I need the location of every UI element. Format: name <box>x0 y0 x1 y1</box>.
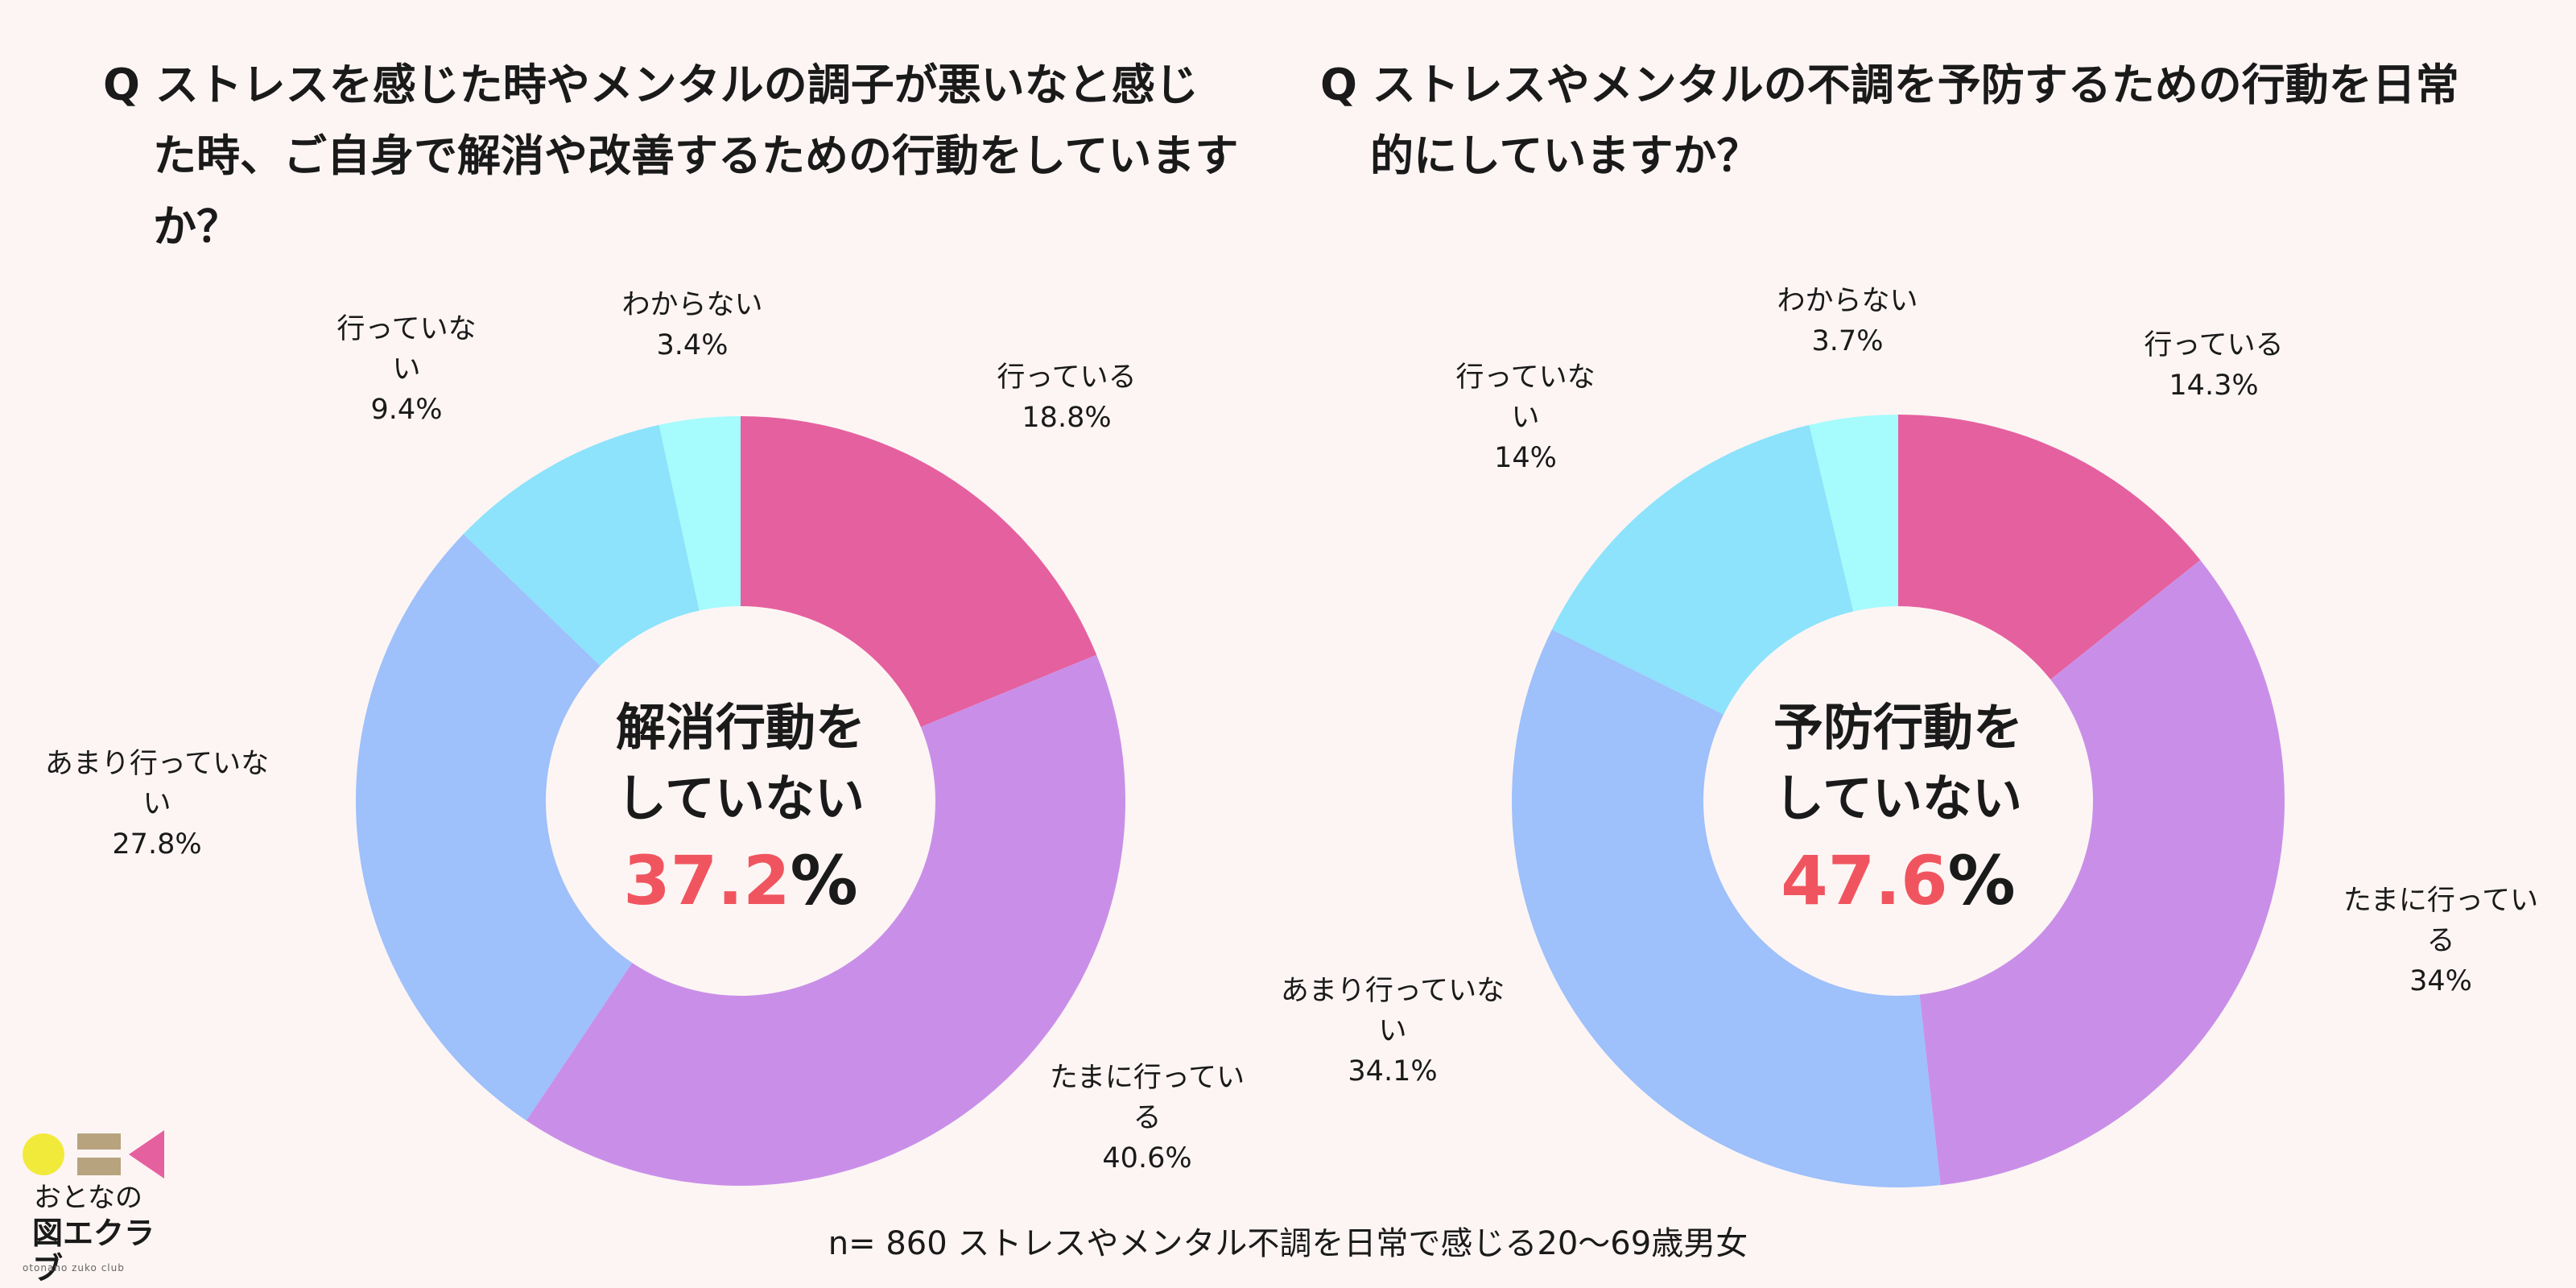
donut-slice-2-3 <box>1511 629 1941 1187</box>
slice-label-1-2: たまに行っている 40.6% <box>1050 1062 1245 1174</box>
chart-title-1: Q ストレスを感じた時やメンタルの調子が悪いなと感じた時、ご自身で解消や改善する… <box>103 60 1239 252</box>
slice-label-2-5: わからない 3.7% <box>1777 285 1918 357</box>
logo-text-line2: 図エクラブ <box>32 1216 155 1286</box>
donut-slice-1-5 <box>658 416 741 611</box>
brand-logo: おとなの 図エクラブ otonano zuko club <box>23 1125 184 1286</box>
donut-slice-2-1 <box>1898 415 2201 680</box>
slice-label-2-3: あまり行っていない 34.1% <box>1281 975 1505 1088</box>
sample-footnote: n= 860 ストレスやメンタル不調を日常で感じる20〜69歳男女 <box>828 1225 1748 1262</box>
slice-label-1-4: 行っていない 9.4% <box>336 313 476 426</box>
donut-slice-1-4 <box>463 424 700 667</box>
center-label-1-1: 解消行動を <box>616 698 865 757</box>
logo-text-line1: おとなの <box>34 1182 142 1214</box>
donut-slice-1-1 <box>741 416 1097 728</box>
center-label-2-2: していない <box>1774 769 2022 828</box>
slice-label-2-2: たまに行っている 34% <box>2343 885 2538 997</box>
slice-label-2-1: 行っている 14.3% <box>2144 329 2283 402</box>
center-label-1-2: していない <box>617 769 865 828</box>
donut-slice-2-2 <box>1919 559 2285 1186</box>
donut-slice-1-2 <box>526 654 1125 1186</box>
center-label-2-1: 予防行動を <box>1773 698 2023 757</box>
slice-label-2-4: 行っていない 14% <box>1455 361 1595 474</box>
donut-slice-2-5 <box>1809 415 1898 612</box>
slice-label-1-1: 行っている 18.8% <box>997 361 1136 434</box>
logo-bar-icon <box>77 1133 121 1150</box>
logo-subtext: otonano zuko club <box>23 1262 125 1274</box>
donut-slice-1-3 <box>356 534 633 1121</box>
donut-slice-2-4 <box>1551 424 1854 715</box>
logo-circle-icon <box>23 1133 64 1175</box>
chart-title-2: Q ストレスやメンタルの不調を予防するための行動を日常的にしていますか？ <box>1320 60 2459 181</box>
logo-chevron-icon <box>129 1130 164 1179</box>
center-percentage-1: 37.2% <box>623 841 857 920</box>
center-percentage-2: 47.6% <box>1781 841 2015 920</box>
slice-label-1-3: あまり行っていない 27.8% <box>45 748 269 861</box>
slice-label-1-5: わからない 3.4% <box>621 289 762 361</box>
logo-bar-icon <box>77 1158 121 1175</box>
